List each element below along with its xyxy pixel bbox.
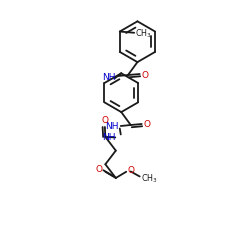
Text: CH$_3$: CH$_3$ xyxy=(135,28,152,40)
Text: O: O xyxy=(144,120,151,130)
Text: NH: NH xyxy=(105,122,119,131)
Text: O: O xyxy=(96,165,102,174)
Text: NH: NH xyxy=(102,133,115,142)
Text: O: O xyxy=(101,116,108,125)
Text: NH: NH xyxy=(102,72,116,82)
Text: O: O xyxy=(142,70,149,80)
Text: CH$_3$: CH$_3$ xyxy=(141,172,158,185)
Text: O: O xyxy=(128,166,135,175)
